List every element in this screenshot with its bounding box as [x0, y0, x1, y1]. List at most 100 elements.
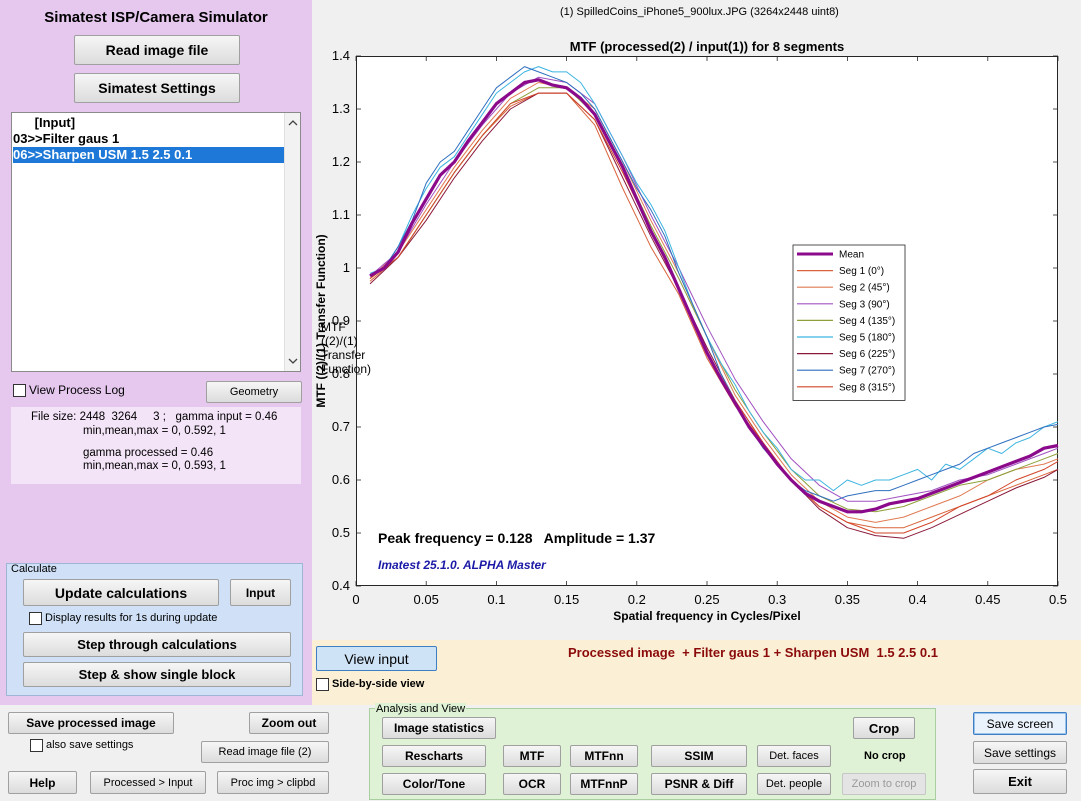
view-process-log-checkbox[interactable]	[13, 384, 26, 397]
read-image-2-button[interactable]: Read image file (2)	[201, 741, 329, 763]
side-by-side-label: Side-by-side view	[332, 678, 425, 690]
x-tick-label: 0.2	[627, 592, 646, 607]
legend-entry: Seg 6 (225°)	[839, 349, 895, 360]
y-tick-label: 0.9	[331, 313, 350, 328]
geometry-button[interactable]: Geometry	[206, 381, 302, 403]
y-tick-label: 1	[342, 260, 350, 275]
legend-entry: Seg 3 (90°)	[839, 299, 890, 310]
step-single-block-button[interactable]: Step & show single block	[23, 662, 291, 687]
file-info-line2: min,mean,max = 0, 0.592, 1	[83, 425, 226, 437]
also-save-settings-checkbox[interactable]	[30, 739, 43, 752]
peak-annotation: Peak frequency = 0.128 Amplitude = 1.37	[378, 530, 656, 546]
analysis-group: Analysis and View Image statistics Crop …	[369, 703, 936, 800]
ssim-button[interactable]: SSIM	[651, 745, 747, 767]
series-line-seg-4	[369, 87, 1059, 513]
x-tick-label: 0.45	[975, 592, 1001, 607]
crop-button[interactable]: Crop	[853, 717, 915, 739]
x-tick-label: 0.3	[768, 592, 787, 607]
y-axis-label-rotated: MTF ((2)/(1) Transfer Function)	[314, 234, 328, 408]
legend-entry: Seg 1 (0°)	[839, 266, 884, 277]
proc-img-clipbd-button[interactable]: Proc img > clipbd	[217, 771, 329, 794]
mtf-button[interactable]: MTF	[503, 745, 561, 767]
det-people-button[interactable]: Det. people	[757, 773, 831, 795]
file-info-box: File size: 2448 3264 3 ; gamma input = 0…	[11, 407, 301, 484]
x-axis-label: Spatial frequency in Cycles/Pixel	[613, 609, 801, 623]
processed-to-input-button[interactable]: Processed > Input	[90, 771, 206, 794]
file-info-line3: gamma processed = 0.46	[83, 447, 214, 459]
y-tick-label: 1.3	[331, 101, 350, 116]
process-list[interactable]: [Input] 03>>Filter gaus 1 06>>Sharpen US…	[11, 112, 301, 372]
series-line-seg-6	[369, 92, 1059, 539]
legend-entry: Seg 4 (135°)	[839, 316, 895, 327]
y-tick-label: 0.5	[331, 525, 350, 540]
x-tick-label: 0.4	[908, 592, 927, 607]
axis-ticks	[355, 55, 1059, 587]
mtfnnp-button[interactable]: MTFnnP	[570, 773, 638, 795]
chart-title: MTF (processed(2) / input(1)) for 8 segm…	[569, 39, 845, 54]
mtfnn-button[interactable]: MTFnn	[570, 745, 638, 767]
rescharts-button[interactable]: Rescharts	[382, 745, 486, 767]
series-line-seg-7	[369, 66, 1059, 502]
left-control-panel: Simatest ISP/Camera Simulator Read image…	[0, 0, 312, 705]
series-line-seg-2	[369, 82, 1059, 523]
y-tick-label: 0.4	[331, 578, 350, 593]
version-annotation: Imatest 25.1.0. ALPHA Master	[378, 558, 546, 572]
help-button[interactable]: Help	[8, 771, 77, 794]
no-crop-label: No crop	[864, 750, 906, 762]
x-tick-label: 0	[352, 592, 360, 607]
series-line-seg-1	[369, 92, 1059, 529]
list-item-selected[interactable]: 06>>Sharpen USM 1.5 2.5 0.1	[13, 147, 284, 163]
save-screen-button[interactable]: Save screen	[973, 712, 1067, 735]
list-item[interactable]: [Input]	[13, 115, 76, 130]
calculate-group-label: Calculate	[11, 563, 57, 575]
zoom-out-button[interactable]: Zoom out	[249, 712, 329, 734]
y-tick-label: 0.8	[331, 366, 350, 381]
view-input-button[interactable]: View input	[316, 646, 437, 671]
list-item[interactable]: 03>>Filter gaus 1	[13, 131, 120, 146]
file-info-line1: File size: 2448 3264 3 ; gamma input = 0…	[31, 411, 278, 423]
x-tick-label: 0.5	[1048, 592, 1068, 607]
y-tick-label: 1.2	[331, 154, 350, 169]
chevron-down-icon[interactable]	[286, 355, 300, 367]
chevron-up-icon[interactable]	[286, 117, 300, 129]
display-results-checkbox[interactable]	[29, 612, 42, 625]
view-process-log-label: View Process Log	[29, 383, 125, 397]
legend-entry: Seg 5 (180°)	[839, 333, 895, 344]
status-text: Processed image + Filter gaus 1 + Sharpe…	[568, 645, 938, 660]
exit-button[interactable]: Exit	[973, 769, 1067, 794]
y-tick-label: 0.6	[331, 472, 350, 487]
x-tick-label: 0.1	[487, 592, 506, 607]
save-settings-button[interactable]: Save settings	[973, 741, 1067, 764]
also-save-settings-label: also save settings	[46, 739, 134, 751]
legend-entry: Mean	[839, 250, 864, 261]
update-calculations-button[interactable]: Update calculations	[23, 579, 219, 606]
input-button[interactable]: Input	[230, 579, 291, 606]
series-line-seg-3	[369, 76, 1059, 502]
ocr-button[interactable]: OCR	[503, 773, 561, 795]
simatest-settings-button[interactable]: Simatest Settings	[74, 73, 240, 103]
display-results-label: Display results for 1s during update	[45, 612, 218, 624]
side-by-side-checkbox[interactable]	[316, 678, 329, 691]
legend-entry: Seg 8 (315°)	[839, 382, 895, 393]
chart-svg: Mean Seg 1 (0°) Seg 2 (45°) Seg 3 (90°) Seg …	[355, 55, 1059, 587]
x-tick-label: 0.35	[834, 592, 861, 607]
zoom-to-crop-button[interactable]: Zoom to crop	[842, 773, 926, 795]
mtf-chart: Mean Seg 1 (0°) Seg 2 (45°) Seg 3 (90°) Seg …	[355, 55, 1059, 587]
legend-entry: Seg 7 (270°)	[839, 366, 895, 377]
x-tick-label: 0.15	[553, 592, 580, 607]
psnr-diff-button[interactable]: PSNR & Diff	[651, 773, 747, 795]
status-strip	[312, 640, 1081, 705]
app-title: Simatest ISP/Camera Simulator	[44, 9, 268, 26]
y-tick-label: 1.4	[331, 48, 350, 63]
x-tick-label: 0.25	[694, 592, 720, 607]
save-processed-image-button[interactable]: Save processed image	[8, 712, 174, 734]
calculate-group: Calculate Update calculations Input Disp…	[6, 563, 303, 696]
list-scrollbar[interactable]	[284, 113, 300, 371]
image-statistics-button[interactable]: Image statistics	[382, 717, 496, 739]
step-through-button[interactable]: Step through calculations	[23, 632, 291, 657]
series-line-seg-5	[369, 66, 1059, 492]
det-faces-button[interactable]: Det. faces	[757, 745, 831, 767]
color-tone-button[interactable]: Color/Tone	[382, 773, 486, 795]
x-tick-label: 0.05	[413, 592, 439, 607]
read-image-button[interactable]: Read image file	[74, 35, 240, 65]
